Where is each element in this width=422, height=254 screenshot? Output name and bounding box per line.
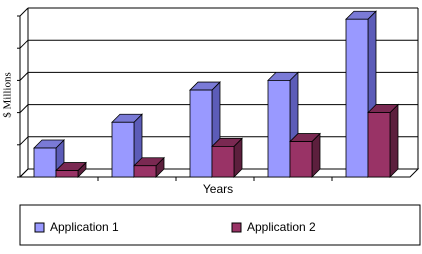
- x-axis-label: Years: [203, 182, 233, 196]
- grid-line-side: [19, 39, 29, 49]
- grid-line-side: [19, 136, 29, 146]
- bar: [189, 89, 213, 178]
- bar: [289, 141, 313, 178]
- bar: [345, 18, 369, 178]
- bar: [211, 146, 235, 178]
- grid-line-side: [19, 104, 29, 113]
- legend-swatch: [34, 222, 45, 233]
- bar: [111, 121, 135, 178]
- y-axis-label: $ Millions: [2, 72, 14, 118]
- legend-label: Application 2: [247, 220, 316, 234]
- bar: [267, 80, 291, 178]
- bar: [33, 147, 57, 178]
- legend-swatch: [231, 222, 242, 233]
- bar: [133, 165, 157, 178]
- grid-line-side: [19, 72, 29, 81]
- legend-box: [19, 204, 421, 246]
- grid-line-side: [19, 168, 29, 178]
- bar: [55, 170, 79, 178]
- legend-label: Application 1: [50, 220, 119, 234]
- bar: [367, 112, 391, 178]
- bar-side: [389, 103, 399, 178]
- grid-line-side: [19, 7, 29, 17]
